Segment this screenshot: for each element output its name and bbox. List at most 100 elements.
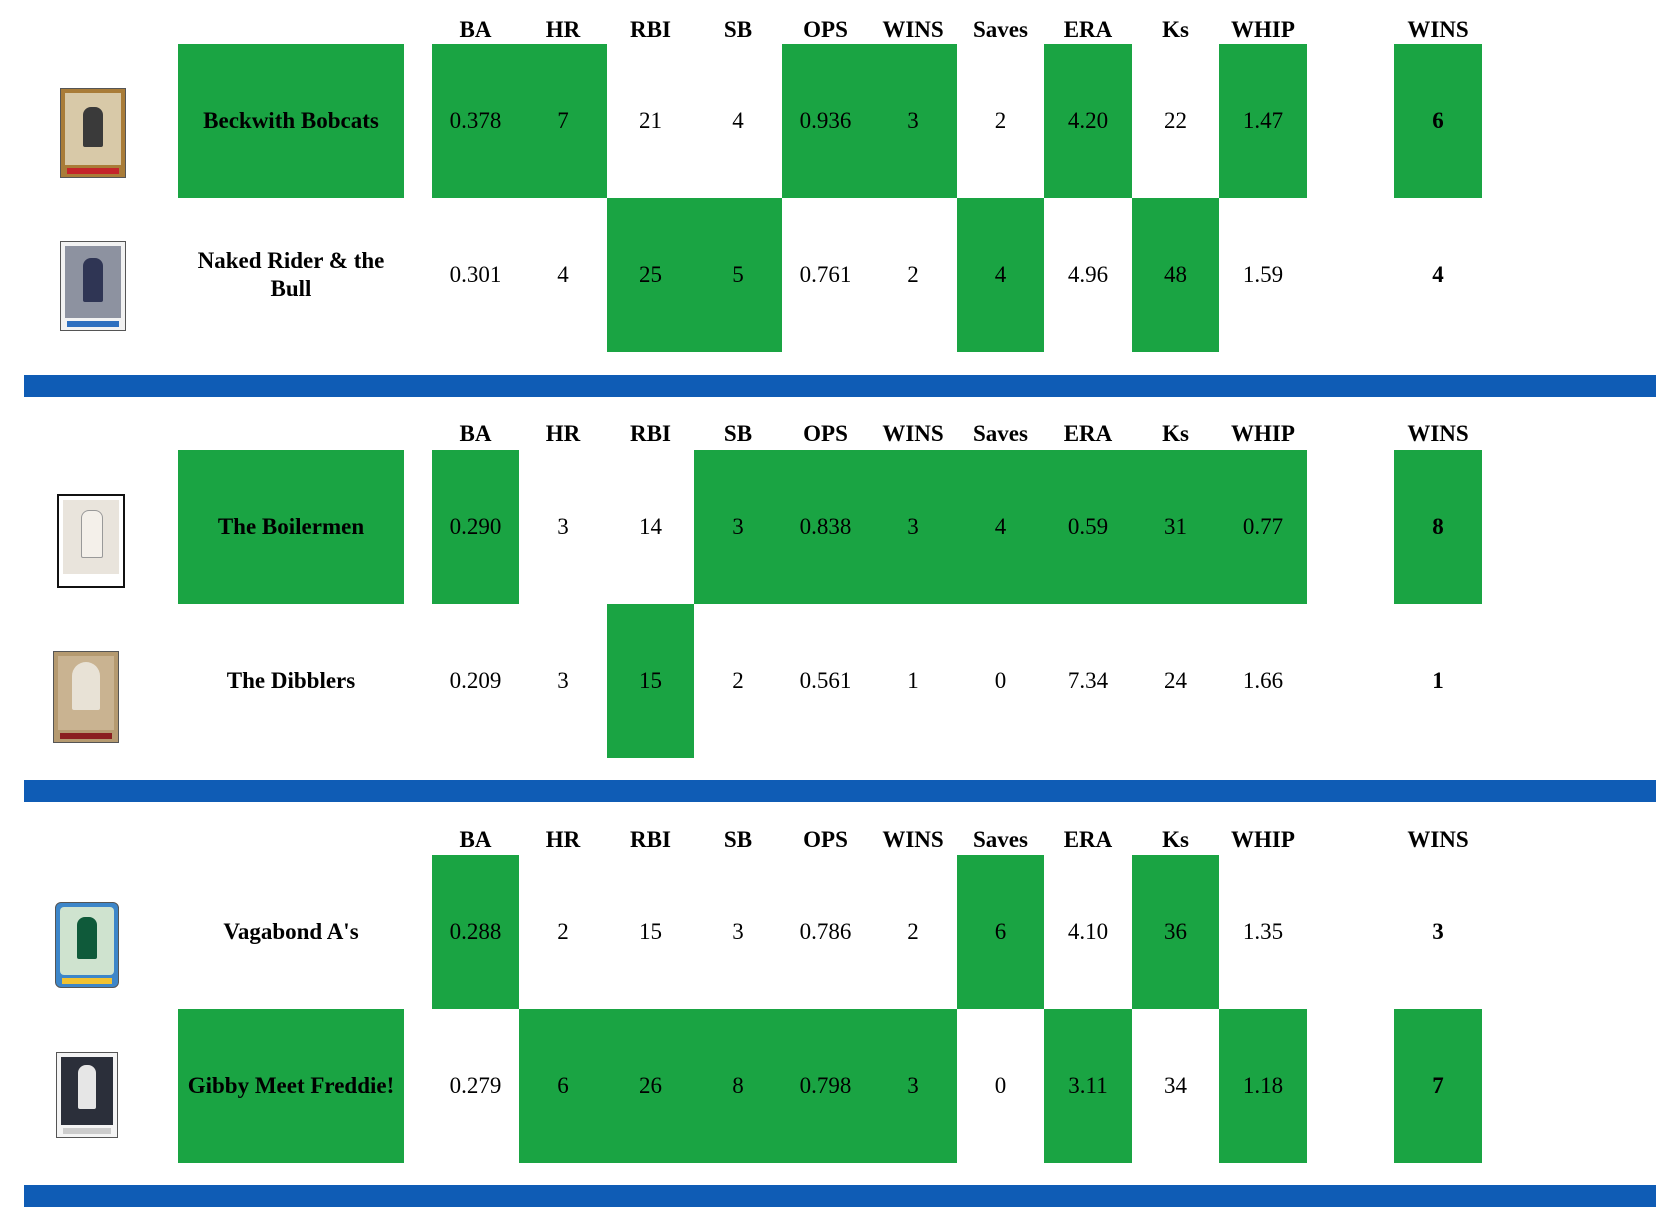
stat-wins: 1 xyxy=(907,668,919,693)
baseball-card-batter-icon[interactable] xyxy=(60,241,126,331)
col-header-wins: WINS xyxy=(882,421,944,446)
stat-era: 0.59 xyxy=(1044,450,1132,604)
col-header-total-wins: WINS xyxy=(1407,827,1469,852)
team-name[interactable]: The Boilermen xyxy=(178,450,404,604)
stat-ks: 48 xyxy=(1132,198,1219,352)
col-header-rbi: RBI xyxy=(630,17,671,42)
stat-whip: 1.18 xyxy=(1219,1009,1307,1163)
team-name[interactable]: Naked Rider & the Bull xyxy=(197,248,385,301)
stat-ks: 36 xyxy=(1132,855,1219,1009)
col-header-saves: Saves xyxy=(973,421,1028,446)
total-wins: 7 xyxy=(1394,1009,1482,1163)
stat-rbi: 21 xyxy=(639,108,662,133)
col-header-rbi: RBI xyxy=(630,421,671,446)
col-header-hr: HR xyxy=(545,17,581,42)
team-name[interactable]: Beckwith Bobcats xyxy=(178,44,404,198)
team-name[interactable]: Gibby Meet Freddie! xyxy=(178,1009,404,1163)
col-header-era: ERA xyxy=(1063,421,1113,446)
col-header-wins: WINS xyxy=(882,17,944,42)
total-wins: 3 xyxy=(1432,919,1444,944)
stat-whip: 1.47 xyxy=(1219,44,1307,198)
col-header-ba: BA xyxy=(459,421,492,446)
team-row: Naked Rider & the Bull 0.301 4 25 5 0.76… xyxy=(0,198,1674,352)
total-wins: 4 xyxy=(1432,262,1444,287)
col-header-ops: OPS xyxy=(803,421,848,446)
stat-wins: 2 xyxy=(907,919,919,944)
col-header-era: ERA xyxy=(1063,827,1113,852)
stat-sb: 3 xyxy=(732,919,744,944)
team-row: Beckwith Bobcats 0.378 7 21 4 0.936 3 2 … xyxy=(0,44,1674,198)
stat-saves: 2 xyxy=(994,108,1007,133)
stat-hr: 3 xyxy=(557,668,569,693)
stat-sb: 8 xyxy=(694,1009,782,1163)
total-wins: 8 xyxy=(1394,450,1482,604)
stat-saves: 4 xyxy=(957,198,1044,352)
stat-wins: 3 xyxy=(869,450,957,604)
col-header-sb: SB xyxy=(723,17,753,42)
col-header-whip: WHIP xyxy=(1231,421,1295,446)
stat-hr: 7 xyxy=(519,44,607,198)
stat-hr: 4 xyxy=(557,262,569,287)
stat-sb: 5 xyxy=(694,198,782,352)
stat-ks: 31 xyxy=(1132,450,1219,604)
stat-hr: 6 xyxy=(519,1009,607,1163)
baseball-card-player-icon[interactable] xyxy=(57,494,125,588)
matchup-divider xyxy=(24,1185,1656,1207)
matchup-divider xyxy=(24,375,1656,397)
baseball-card-player-icon[interactable] xyxy=(55,902,119,988)
col-header-ks: Ks xyxy=(1162,827,1189,852)
stat-ba: 0.209 xyxy=(449,668,502,693)
col-header-sb: SB xyxy=(723,827,753,852)
col-header-hr: HR xyxy=(545,827,581,852)
stat-rbi: 14 xyxy=(639,514,662,539)
stat-hr: 2 xyxy=(557,919,569,944)
stat-hr: 3 xyxy=(557,514,569,539)
col-header-hr: HR xyxy=(545,421,581,446)
stat-ks: 24 xyxy=(1164,668,1187,693)
team-row: The Dibblers 0.209 3 15 2 0.561 1 0 7.34… xyxy=(0,604,1674,758)
stat-ops: 0.838 xyxy=(782,450,869,604)
stat-ba: 0.290 xyxy=(432,450,519,604)
stat-whip: 1.59 xyxy=(1242,262,1284,287)
stat-rbi: 26 xyxy=(607,1009,694,1163)
col-header-ba: BA xyxy=(459,17,492,42)
total-wins: 6 xyxy=(1394,44,1482,198)
stat-ops: 0.936 xyxy=(782,44,869,198)
matchup-divider xyxy=(24,780,1656,802)
baseball-card-player-icon[interactable] xyxy=(53,651,119,743)
baseball-card-batter-icon[interactable] xyxy=(56,1052,118,1138)
stat-wins: 2 xyxy=(907,262,919,287)
stat-era: 4.96 xyxy=(1067,262,1109,287)
col-header-ks: Ks xyxy=(1162,17,1189,42)
stat-ops: 0.786 xyxy=(799,919,852,944)
col-header-total-wins: WINS xyxy=(1407,17,1469,42)
stat-era: 4.20 xyxy=(1044,44,1132,198)
stat-saves: 0 xyxy=(994,668,1007,693)
stat-ops: 0.761 xyxy=(799,262,852,287)
col-header-ks: Ks xyxy=(1162,421,1189,446)
stat-ba: 0.301 xyxy=(449,262,502,287)
stat-saves: 6 xyxy=(957,855,1044,1009)
baseball-card-pitcher-icon[interactable] xyxy=(60,88,126,178)
team-name[interactable]: The Dibblers xyxy=(226,668,356,693)
stat-wins: 3 xyxy=(869,44,957,198)
stat-wins: 3 xyxy=(869,1009,957,1163)
col-header-ops: OPS xyxy=(803,827,848,852)
stat-ba: 0.288 xyxy=(432,855,519,1009)
stat-ops: 0.798 xyxy=(782,1009,869,1163)
stat-sb: 2 xyxy=(732,668,744,693)
team-name[interactable]: Vagabond A's xyxy=(223,919,359,944)
col-header-ba: BA xyxy=(459,827,492,852)
stat-era: 4.10 xyxy=(1067,919,1109,944)
col-header-era: ERA xyxy=(1063,17,1113,42)
stat-rbi: 25 xyxy=(607,198,694,352)
stat-saves: 4 xyxy=(957,450,1044,604)
total-wins: 1 xyxy=(1432,668,1444,693)
stat-era: 3.11 xyxy=(1044,1009,1132,1163)
col-header-rbi: RBI xyxy=(630,827,671,852)
team-row: The Boilermen 0.290 3 14 3 0.838 3 4 0.5… xyxy=(0,450,1674,604)
stat-whip: 0.77 xyxy=(1219,450,1307,604)
stat-sb: 4 xyxy=(732,108,744,133)
stat-rbi: 15 xyxy=(607,604,694,758)
stat-whip: 1.35 xyxy=(1242,919,1284,944)
